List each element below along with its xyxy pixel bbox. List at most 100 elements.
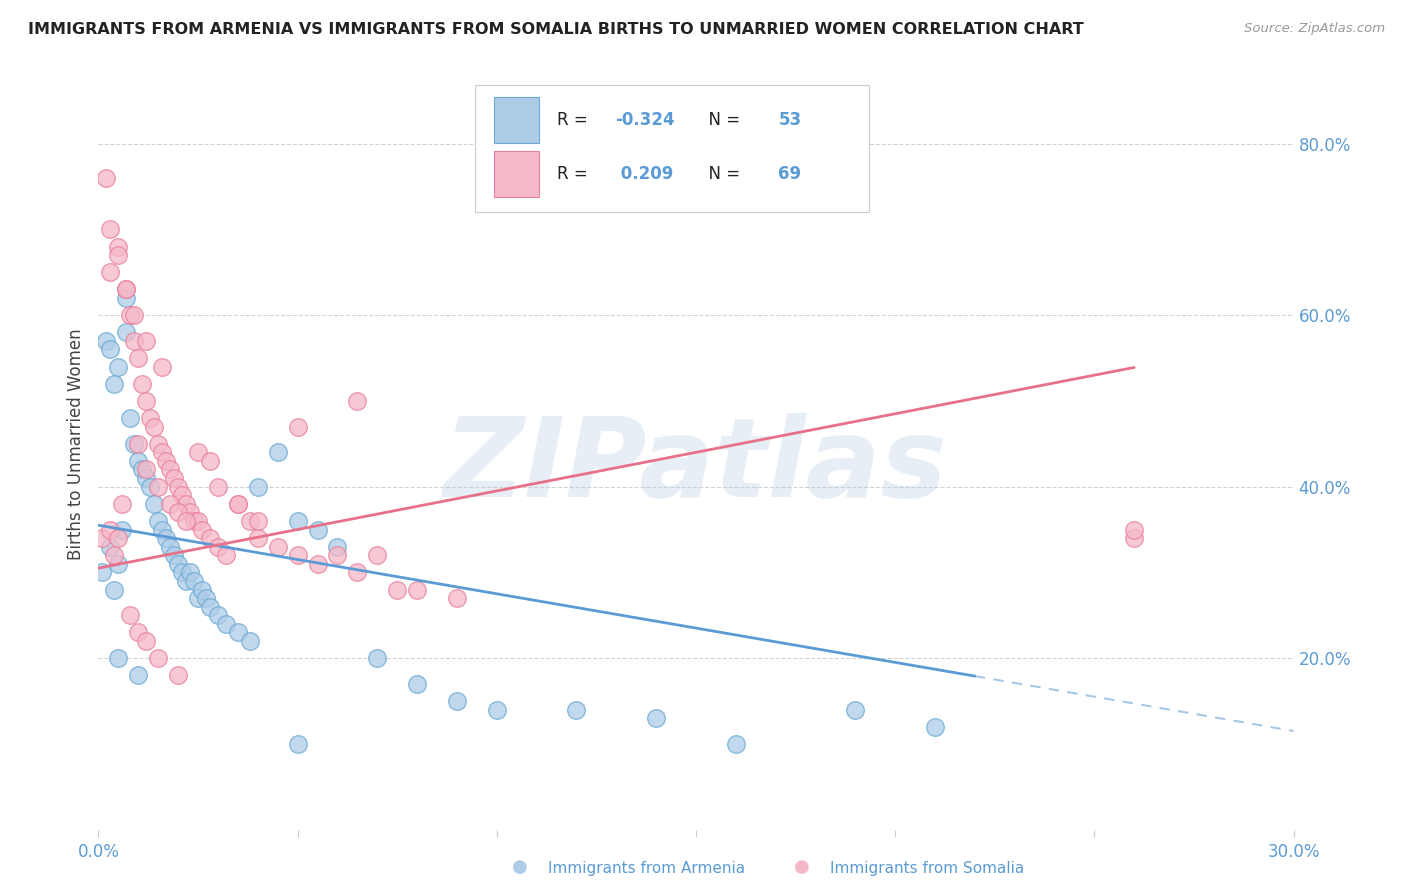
- Point: [107, 557, 129, 571]
- Point: [287, 514, 309, 528]
- Point: [111, 497, 134, 511]
- Point: [215, 548, 238, 562]
- Point: [159, 497, 181, 511]
- Point: [267, 540, 290, 554]
- Text: Immigrants from Armenia: Immigrants from Armenia: [548, 861, 745, 876]
- Point: [207, 608, 229, 623]
- Point: [120, 608, 142, 623]
- Point: [485, 702, 508, 716]
- Point: [135, 334, 157, 348]
- Point: [195, 591, 218, 605]
- Point: [287, 419, 309, 434]
- Point: [406, 677, 429, 691]
- Point: [135, 393, 157, 408]
- Text: ●: ●: [512, 858, 529, 876]
- Point: [226, 497, 249, 511]
- Point: [115, 291, 138, 305]
- Point: [267, 445, 290, 459]
- Point: [91, 531, 114, 545]
- Point: [135, 462, 157, 476]
- Point: [163, 548, 186, 562]
- Point: [127, 668, 149, 682]
- Point: [107, 651, 129, 665]
- Point: [120, 411, 142, 425]
- Text: Source: ZipAtlas.com: Source: ZipAtlas.com: [1244, 22, 1385, 36]
- Point: [167, 480, 190, 494]
- Y-axis label: Births to Unmarried Women: Births to Unmarried Women: [67, 328, 86, 559]
- Point: [124, 436, 146, 450]
- FancyBboxPatch shape: [475, 85, 869, 212]
- Point: [207, 480, 229, 494]
- Point: [385, 582, 409, 597]
- Point: [226, 625, 249, 640]
- Point: [287, 548, 309, 562]
- Point: [115, 282, 138, 296]
- Point: [187, 445, 209, 459]
- Point: [167, 505, 190, 519]
- Point: [191, 582, 214, 597]
- Point: [924, 720, 946, 734]
- Point: [98, 265, 122, 279]
- Point: [183, 574, 205, 588]
- Point: [107, 248, 129, 262]
- Point: [148, 514, 170, 528]
- Point: [107, 239, 129, 253]
- Text: R =: R =: [557, 111, 593, 128]
- Point: [98, 540, 122, 554]
- Point: [183, 514, 205, 528]
- Text: IMMIGRANTS FROM ARMENIA VS IMMIGRANTS FROM SOMALIA BIRTHS TO UNMARRIED WOMEN COR: IMMIGRANTS FROM ARMENIA VS IMMIGRANTS FR…: [28, 22, 1084, 37]
- Point: [179, 505, 201, 519]
- Point: [246, 480, 269, 494]
- Point: [107, 531, 129, 545]
- Point: [239, 514, 262, 528]
- FancyBboxPatch shape: [494, 96, 540, 143]
- Point: [446, 694, 468, 708]
- Text: 53: 53: [779, 111, 801, 128]
- Point: [139, 480, 162, 494]
- Point: [98, 343, 122, 357]
- Point: [191, 523, 214, 537]
- Point: [107, 359, 129, 374]
- Point: [143, 419, 166, 434]
- Point: [307, 557, 329, 571]
- Text: 0.209: 0.209: [614, 165, 673, 183]
- Point: [172, 566, 194, 580]
- Point: [724, 737, 747, 751]
- Text: R =: R =: [557, 165, 593, 183]
- Point: [115, 282, 138, 296]
- Point: [167, 557, 190, 571]
- Point: [174, 497, 197, 511]
- Point: [565, 702, 588, 716]
- Point: [174, 514, 197, 528]
- Point: [98, 222, 122, 236]
- Point: [246, 514, 269, 528]
- FancyBboxPatch shape: [494, 151, 540, 197]
- Point: [96, 171, 118, 186]
- Point: [103, 376, 125, 391]
- Point: [127, 436, 149, 450]
- Point: [115, 326, 138, 340]
- Text: ●: ●: [793, 858, 810, 876]
- Point: [307, 523, 329, 537]
- Text: N =: N =: [699, 111, 745, 128]
- Point: [155, 454, 177, 468]
- Point: [174, 574, 197, 588]
- Point: [124, 334, 146, 348]
- Point: [346, 393, 368, 408]
- Point: [127, 454, 149, 468]
- Point: [239, 634, 262, 648]
- Point: [96, 334, 118, 348]
- Point: [366, 548, 388, 562]
- Point: [163, 471, 186, 485]
- Point: [446, 591, 468, 605]
- Point: [215, 616, 238, 631]
- Point: [131, 376, 153, 391]
- Point: [207, 540, 229, 554]
- Point: [111, 523, 134, 537]
- Point: [844, 702, 866, 716]
- Point: [155, 531, 177, 545]
- Point: [366, 651, 388, 665]
- Point: [326, 540, 349, 554]
- Point: [1123, 523, 1146, 537]
- Point: [148, 436, 170, 450]
